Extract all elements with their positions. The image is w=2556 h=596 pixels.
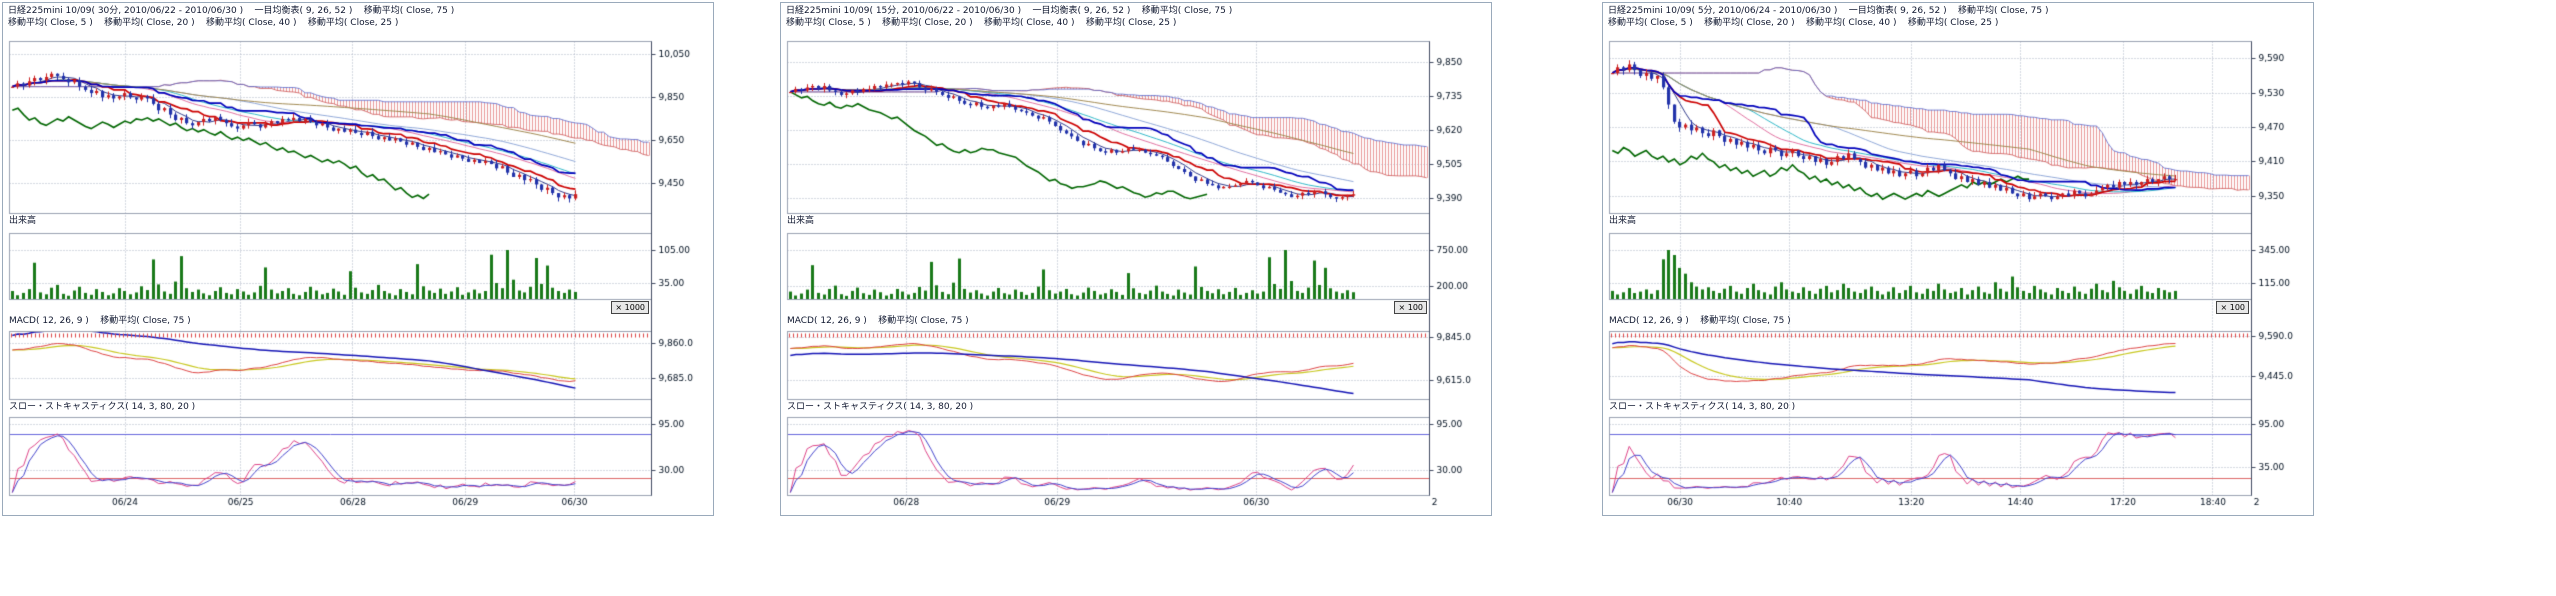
chart-title: 日経225mini 10/09( 15分, 2010/06/22 - 2010/… — [786, 6, 1233, 16]
chart-subtitle: 移動平均( Close, 5 ) 移動平均( Close, 20 ) 移動平均(… — [8, 18, 399, 28]
chart-title: 日経225mini 10/09( 5分, 2010/06/24 - 2010/0… — [1608, 6, 2049, 16]
chart-subtitle: 移動平均( Close, 5 ) 移動平均( Close, 20 ) 移動平均(… — [786, 18, 1177, 28]
macd-section-label: MACD( 12, 26, 9 ) 移動平均( Close, 75 ) — [787, 316, 969, 326]
stoch-section-label: スロー・ストキャスティクス( 14, 3, 80, 20 ) — [787, 402, 974, 412]
chart-panel-3: 日経225mini 10/09( 5分, 2010/06/24 - 2010/0… — [1602, 2, 2314, 516]
chart-subtitle: 移動平均( Close, 5 ) 移動平均( Close, 20 ) 移動平均(… — [1608, 18, 1999, 28]
macd-section-label: MACD( 12, 26, 9 ) 移動平均( Close, 75 ) — [1609, 316, 1791, 326]
candlestick-chart-canvas[interactable] — [1603, 3, 2313, 515]
macd-section-label: MACD( 12, 26, 9 ) 移動平均( Close, 75 ) — [9, 316, 191, 326]
chart-panel-1: 日経225mini 10/09( 30分, 2010/06/22 - 2010/… — [2, 2, 714, 516]
stoch-section-label: スロー・ストキャスティクス( 14, 3, 80, 20 ) — [9, 402, 196, 412]
chart-title: 日経225mini 10/09( 30分, 2010/06/22 - 2010/… — [8, 6, 455, 16]
chart-panel-2: 日経225mini 10/09( 15分, 2010/06/22 - 2010/… — [780, 2, 1492, 516]
volume-unit-badge: × 1000 — [611, 301, 649, 314]
candlestick-chart-canvas[interactable] — [781, 3, 1491, 515]
volume-section-label: 出来高 — [9, 216, 37, 226]
volume-unit-badge: × 100 — [1394, 301, 1427, 314]
volume-unit-badge: × 100 — [2216, 301, 2249, 314]
stoch-section-label: スロー・ストキャスティクス( 14, 3, 80, 20 ) — [1609, 402, 1796, 412]
candlestick-chart-canvas[interactable] — [3, 3, 713, 515]
volume-section-label: 出来高 — [787, 216, 815, 226]
volume-section-label: 出来高 — [1609, 216, 1637, 226]
